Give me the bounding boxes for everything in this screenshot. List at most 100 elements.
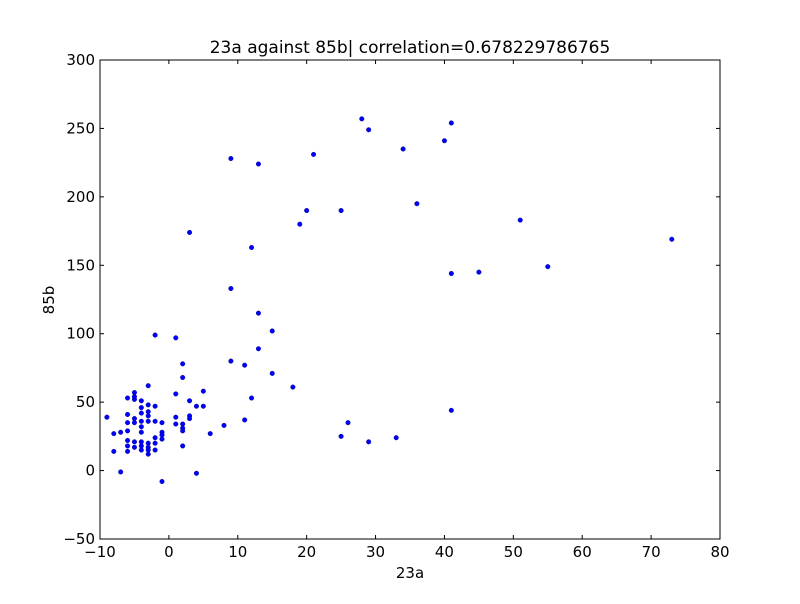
scatter-point xyxy=(338,208,344,214)
scatter-point xyxy=(366,439,372,445)
x-tick-label: 80 xyxy=(710,543,729,561)
scatter-point xyxy=(125,428,131,434)
scatter-point xyxy=(180,428,186,434)
y-axis-label: 85b xyxy=(40,286,58,315)
scatter-point xyxy=(393,435,399,441)
scatter-point xyxy=(125,443,131,449)
scatter-point xyxy=(669,236,675,242)
scatter-point xyxy=(249,244,255,250)
scatter-point xyxy=(145,383,151,389)
scatter-point xyxy=(152,435,158,441)
y-axis-ticks: −50 0 50 100 150 200 250 300 xyxy=(63,51,720,548)
x-tick-label: 40 xyxy=(435,543,454,561)
scatter-point xyxy=(173,421,179,427)
scatter-point xyxy=(131,439,137,445)
scatter-point xyxy=(125,411,131,417)
scatter-point xyxy=(180,375,186,381)
scatter-point xyxy=(138,418,144,424)
y-tick-label: 50 xyxy=(76,393,95,411)
scatter-point xyxy=(145,418,151,424)
scatter-point xyxy=(145,413,151,419)
scatter-point xyxy=(255,346,261,352)
scatter-point xyxy=(448,120,454,126)
scatter-point xyxy=(193,403,199,409)
scatter-point xyxy=(269,328,275,334)
scatter-point xyxy=(242,362,248,368)
y-tick-label: −50 xyxy=(63,530,95,548)
scatter-point xyxy=(345,420,351,426)
scatter-point xyxy=(187,229,193,235)
scatter-point xyxy=(131,420,137,426)
scatter-point xyxy=(207,431,213,437)
scatter-point xyxy=(152,403,158,409)
y-tick-label: 300 xyxy=(66,51,95,69)
y-tick-label: 0 xyxy=(85,462,95,480)
scatter-point xyxy=(138,410,144,416)
scatter-point xyxy=(476,269,482,275)
scatter-point xyxy=(159,479,165,485)
scatter-point xyxy=(104,414,110,420)
scatter-point xyxy=(187,416,193,422)
scatter-point xyxy=(131,396,137,402)
scatter-point xyxy=(221,422,227,428)
chart-title: 23a against 85b| correlation=0.678229786… xyxy=(210,38,611,58)
scatter-point xyxy=(228,156,234,162)
scatter-point xyxy=(304,208,310,214)
scatter-point xyxy=(138,405,144,411)
scatter-point xyxy=(173,335,179,341)
scatter-point xyxy=(159,436,165,442)
y-tick-label: 100 xyxy=(66,325,95,343)
scatter-point xyxy=(311,151,317,157)
scatter-point xyxy=(152,418,158,424)
scatter-point xyxy=(145,402,151,408)
scatter-point xyxy=(138,447,144,453)
scatter-point xyxy=(200,403,206,409)
x-tick-label: −10 xyxy=(84,543,116,561)
scatter-point xyxy=(173,414,179,420)
x-tick-label: 70 xyxy=(642,543,661,561)
x-tick-label: 60 xyxy=(573,543,592,561)
scatter-point xyxy=(228,286,234,292)
scatter-point xyxy=(545,264,551,270)
scatter-point xyxy=(297,221,303,227)
scatter-point xyxy=(359,116,365,122)
scatter-point xyxy=(145,451,151,457)
scatter-point xyxy=(180,361,186,367)
scatter-point xyxy=(125,437,131,443)
x-tick-label: 10 xyxy=(228,543,247,561)
scatter-point xyxy=(111,431,117,437)
scatter-point xyxy=(138,424,144,430)
scatter-point xyxy=(193,470,199,476)
scatter-point xyxy=(414,201,420,207)
scatter-point xyxy=(517,217,523,223)
x-tick-label: 30 xyxy=(366,543,385,561)
scatter-point xyxy=(441,138,447,144)
scatter-point xyxy=(249,395,255,401)
scatter-point xyxy=(125,448,131,454)
scatter-point xyxy=(118,429,124,435)
y-tick-label: 150 xyxy=(66,256,95,274)
scatter-point xyxy=(187,398,193,404)
scatter-point xyxy=(125,395,131,401)
scatter-point xyxy=(159,420,165,426)
scatter-point xyxy=(152,447,158,453)
y-tick-label: 250 xyxy=(66,119,95,137)
scatter-point xyxy=(400,146,406,152)
scatter-point xyxy=(255,310,261,316)
scatter-point xyxy=(448,270,454,276)
x-axis-ticks: −10 0 10 20 30 40 50 60 70 80 xyxy=(84,60,730,561)
plot-frame xyxy=(99,59,721,540)
scatter-point xyxy=(448,407,454,413)
scatter-point xyxy=(152,440,158,446)
scatter-point xyxy=(242,417,248,423)
scatter-point xyxy=(138,398,144,404)
x-tick-label: 20 xyxy=(297,543,316,561)
scatter-point xyxy=(111,448,117,454)
x-axis-label: 23a xyxy=(396,564,424,582)
x-tick-label: 50 xyxy=(504,543,523,561)
scatter-point xyxy=(138,429,144,435)
scatter-point xyxy=(152,332,158,338)
